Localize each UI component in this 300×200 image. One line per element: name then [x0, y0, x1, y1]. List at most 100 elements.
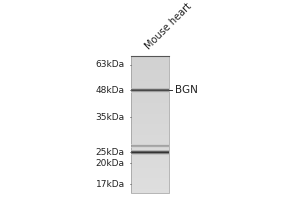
Bar — [130, 168, 170, 169]
Bar — [130, 82, 170, 83]
Bar — [130, 162, 170, 163]
Bar — [130, 127, 170, 128]
Bar — [130, 132, 170, 133]
Bar — [130, 191, 170, 192]
Bar — [130, 141, 170, 142]
Bar — [130, 155, 170, 156]
Bar — [130, 74, 170, 75]
Bar — [130, 124, 170, 125]
Bar — [130, 174, 170, 175]
Bar — [130, 143, 170, 144]
Bar — [130, 176, 170, 177]
Bar — [130, 101, 170, 102]
Bar — [130, 178, 170, 179]
Bar — [130, 148, 170, 149]
Bar — [130, 122, 170, 123]
Bar — [130, 156, 170, 157]
Bar — [130, 149, 170, 150]
Bar — [130, 98, 170, 99]
Bar — [130, 94, 170, 95]
Bar — [130, 65, 170, 66]
Bar — [130, 71, 170, 72]
Bar — [130, 140, 170, 141]
Bar — [130, 182, 170, 183]
Bar — [130, 95, 170, 96]
Bar — [130, 103, 170, 104]
Bar — [130, 91, 170, 92]
Bar — [130, 56, 170, 193]
Bar — [130, 110, 170, 111]
Bar — [130, 185, 170, 186]
Bar — [130, 115, 170, 116]
Bar — [130, 111, 170, 112]
Bar — [130, 56, 170, 57]
Bar — [130, 87, 170, 88]
Bar — [130, 81, 170, 82]
Bar — [130, 92, 170, 93]
Bar — [130, 85, 170, 86]
Bar — [130, 67, 170, 68]
Bar — [130, 184, 170, 185]
Bar — [130, 79, 170, 80]
Bar — [130, 157, 170, 158]
Bar — [130, 152, 170, 153]
Bar — [130, 186, 170, 187]
Bar — [130, 153, 170, 154]
Bar — [130, 133, 170, 134]
Text: 25kDa: 25kDa — [96, 148, 124, 157]
Bar — [130, 123, 170, 124]
Bar — [130, 188, 170, 189]
Bar — [130, 112, 170, 113]
Bar — [130, 160, 170, 161]
Bar — [130, 89, 170, 90]
Bar — [130, 130, 170, 131]
Bar — [130, 96, 170, 97]
Bar — [130, 80, 170, 81]
Bar — [130, 147, 170, 148]
Text: 17kDa: 17kDa — [95, 180, 124, 189]
Bar — [130, 151, 170, 152]
Bar — [130, 135, 170, 136]
Bar — [130, 142, 170, 143]
Bar — [130, 137, 170, 138]
Bar — [130, 172, 170, 173]
Bar — [130, 144, 170, 145]
Bar — [130, 59, 170, 60]
Bar — [130, 118, 170, 119]
Bar — [130, 125, 170, 126]
Bar — [130, 179, 170, 180]
Bar — [130, 68, 170, 69]
Bar — [130, 131, 170, 132]
Bar — [130, 86, 170, 87]
Bar — [130, 126, 170, 127]
Bar — [130, 97, 170, 98]
Bar — [130, 116, 170, 117]
Bar — [130, 77, 170, 78]
Bar — [130, 109, 170, 110]
Bar — [130, 93, 170, 94]
Bar — [130, 99, 170, 100]
Text: Mouse heart: Mouse heart — [143, 1, 193, 51]
Bar — [130, 78, 170, 79]
Bar — [130, 117, 170, 118]
Text: 35kDa: 35kDa — [95, 113, 124, 122]
Bar — [130, 164, 170, 165]
Bar — [130, 88, 170, 89]
Bar — [130, 64, 170, 65]
Bar — [130, 62, 170, 63]
Bar — [130, 161, 170, 162]
Bar — [130, 102, 170, 103]
Bar — [130, 170, 170, 171]
Bar — [130, 70, 170, 71]
Bar — [130, 73, 170, 74]
Bar — [130, 61, 170, 62]
Bar — [130, 84, 170, 85]
Bar — [130, 108, 170, 109]
Bar — [130, 169, 170, 170]
Bar — [130, 189, 170, 190]
Bar — [130, 66, 170, 67]
Text: 63kDa: 63kDa — [95, 60, 124, 69]
Bar — [130, 166, 170, 167]
Bar — [130, 187, 170, 188]
Bar — [130, 163, 170, 164]
